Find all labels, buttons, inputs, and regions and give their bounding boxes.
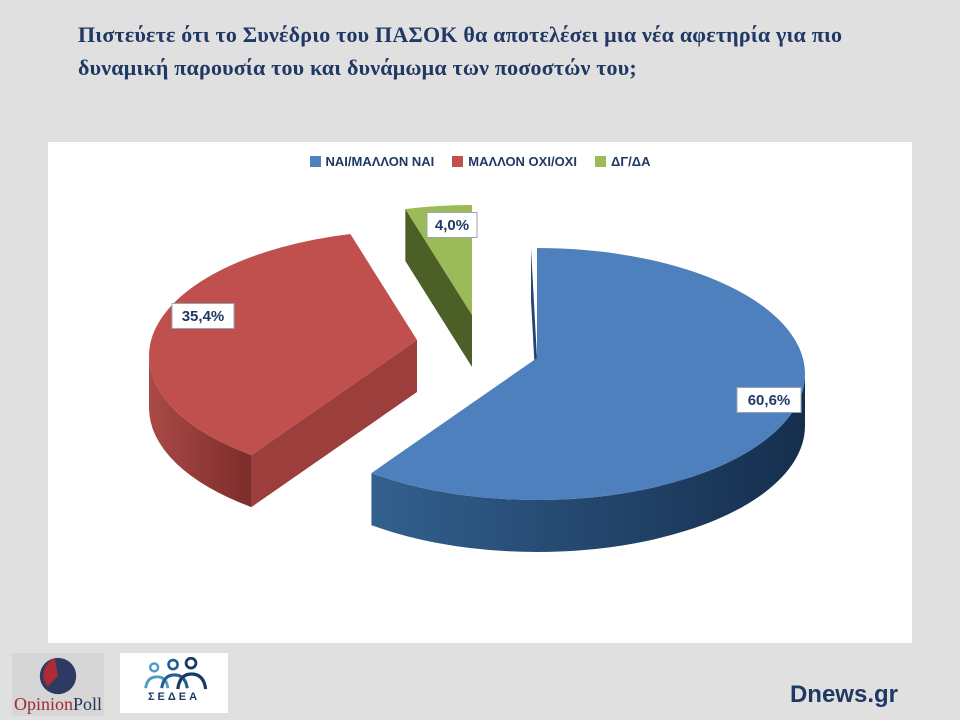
sedea-logo: ΣΕΔΕΑ [120,653,228,713]
pie-slice-rim [149,356,252,508]
legend-label: ΔΓ/ΔΑ [610,154,651,169]
pie-slice-rim [371,374,805,552]
legend-swatch-red [452,156,464,167]
pie-label: 35,4% [182,308,225,325]
legend-item-dk: ΔΓ/ΔΑ [594,154,651,169]
legend-swatch-blue [309,156,321,167]
pie-slice [148,233,417,456]
pie-slice-cut-face [405,208,472,367]
legend-label: ΝΑΙ/ΜΑΛΛΟΝ ΝΑΙ [325,154,435,169]
site-credit: Dnews.gr [789,681,898,708]
chart-question-title: Πιστεύετε ότι το Συνέδριο του ΠΑΣΟΚ θα α… [78,18,888,84]
title-line-1: Πιστεύετε ότι το Συνέδριο του ΠΑΣΟΚ θα α… [78,22,843,47]
opinionpoll-pie-icon [39,657,77,695]
legend-label: ΜΑΛΛΟΝ ΟΧΙ/ΟΧΙ [468,154,577,169]
pie-label-box [736,387,802,413]
opinionpoll-word-poll: Poll [73,694,103,714]
legend-item-yes: ΝΑΙ/ΜΑΛΛΟΝ ΝΑΙ [309,154,435,169]
pie-slice-cut-face [251,340,417,508]
legend-swatch-green [594,156,606,167]
legend-item-no: ΜΑΛΛΟΝ ΟΧΙ/ΟΧΙ [452,154,577,169]
pie-label: 4,0% [435,217,469,234]
pie-label-box [426,212,478,238]
opinionpoll-word-opinion: Opinion [13,694,73,714]
pie-chart: 60,6% 35,4% 4,0% [148,205,805,552]
pie-label-box [171,303,235,329]
chart-legend: ΝΑΙ/ΜΑΛΛΟΝ ΝΑΙ ΜΑΛΛΟΝ ΟΧΙ/ΟΧΙ ΔΓ/ΔΑ [48,154,912,169]
opinionpoll-wordmark: OpinionPoll [12,695,104,713]
pie-slice [371,248,805,500]
title-line-2: δυναμική παρουσία του και δυνάμωμα των π… [78,55,637,80]
sedea-wordmark: ΣΕΔΕΑ [147,691,201,703]
opinionpoll-logo: OpinionPoll [12,653,104,716]
pie-label: 60,6% [748,392,791,409]
chart-panel: 60,6% 35,4% 4,0% ΝΑΙ/ΜΑΛΛΟΝ ΝΑΙ ΜΑΛΛΟΝ ΟΧΙ… [48,142,912,643]
sedea-people-icon [144,657,208,690]
